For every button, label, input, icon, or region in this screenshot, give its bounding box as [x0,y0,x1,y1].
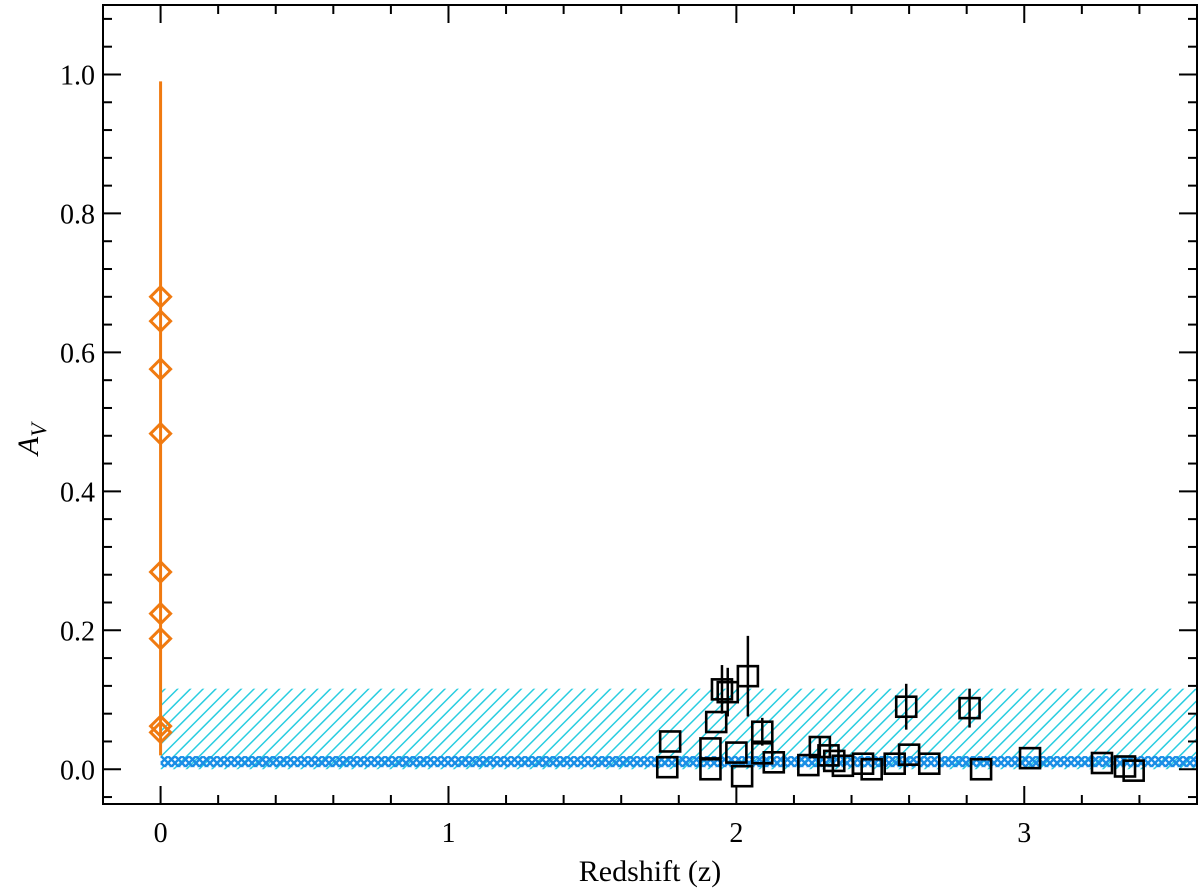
diamond-point [148,626,173,651]
plot-frame [102,4,1198,805]
square-point [1122,759,1145,782]
square-point [860,757,883,781]
y-axis-label: AV [12,421,51,457]
square-point [762,751,786,774]
y-tick-label: 0.6 [60,338,95,369]
square-point [894,695,918,719]
y-tick-label: 0.2 [60,616,95,647]
y-tick-label: 0.0 [60,755,95,786]
uncertainty-bands [160,688,1197,770]
square-point [704,710,728,734]
square-point [710,678,734,701]
square-point [658,730,682,753]
diamond-point [148,720,173,745]
y-axis-label-sub: V [26,421,51,437]
axes: 0 1 2 3 0.0 0.2 0.4 0.6 0.8 1.0 [60,4,1198,849]
y-axis-label-main: A [12,436,45,457]
x-tick-label: 3 [1017,818,1031,849]
diamond-point [148,356,173,382]
diamond-point [148,559,173,585]
diamond-point [148,421,173,446]
square-point [969,757,993,781]
square-point [1018,746,1042,770]
square-point [736,664,760,688]
square-point [808,735,832,759]
square-point [1113,755,1137,778]
square-point [822,749,846,773]
y-tick-label: 1.0 [60,60,95,91]
axis-labels: Redshift (z) AV [12,421,721,888]
x-tick-label: 0 [154,818,168,849]
square-point [958,696,981,720]
band-2 [160,756,1197,768]
data-marks [148,81,1145,788]
diamond-point [148,309,173,334]
x-tick-label: 2 [729,818,743,849]
square-point [917,752,941,776]
y-tick-label: 0.4 [60,477,95,508]
diamond-point [148,601,173,626]
diamond-point [148,714,173,739]
square-point [699,757,722,781]
square-point [655,755,679,779]
x-axis-label: Redshift (z) [579,855,721,888]
square-point [1090,751,1114,775]
square-point [716,680,740,704]
square-point [725,741,748,764]
x-tick-label: 1 [441,818,455,849]
square-point [750,720,774,744]
y-tick-label: 0.8 [60,199,95,230]
band-1 [160,688,1197,770]
diamond-point [148,284,173,309]
square-point [851,752,875,776]
square-point [730,764,754,788]
